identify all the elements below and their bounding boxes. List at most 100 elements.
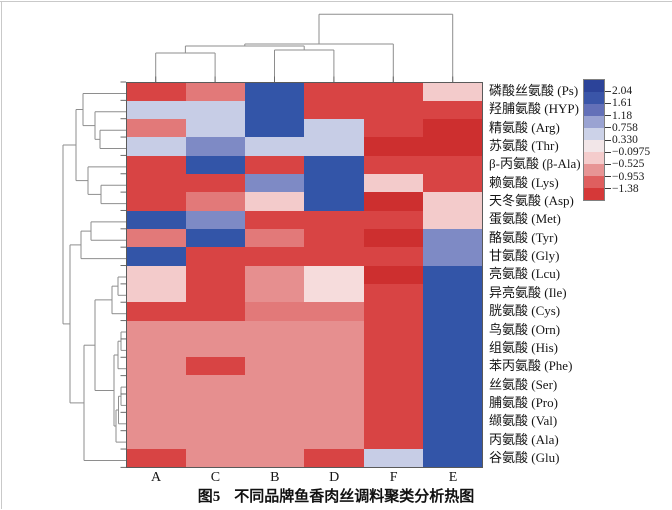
heatmap-cell [126,357,186,376]
row-label: 甘氨酸 (Gly) [489,248,560,264]
row-label: 酪氨酸 (Tyr) [489,229,558,245]
heatmap-cell [422,448,482,467]
heatmap-cell [245,137,305,156]
heatmap-cell [126,192,186,211]
heatmap-cell [185,320,245,339]
heatmap-cell [126,283,186,303]
row-label: 蛋氨酸 (Met) [489,211,561,227]
heatmap-cell [126,174,186,193]
row-label: 苏氨酸 (Thr) [489,138,559,154]
heatmap-cell [126,412,186,431]
heatmap-cell [185,228,245,248]
heatmap-cell [185,283,245,303]
heatmap-cell [304,82,364,101]
heatmap-cell [422,283,482,303]
page-border-top [0,1,672,2]
row-label: 组氨酸 (His) [489,339,558,355]
legend-tick-label: 1.18 [612,109,633,122]
column-label: F [389,470,398,485]
heatmap-cell [245,174,305,193]
heatmap-cell [363,430,423,449]
heatmap-cell [422,320,482,339]
heatmap-cell [185,155,245,175]
heatmap-cell [126,228,186,248]
heatmap-cell [422,338,482,358]
heatmap-cell [363,393,423,413]
page-border-left [1,1,2,509]
figure-caption: 图5 不同品牌鱼香肉丝调料聚类分析热图 [0,485,672,506]
heatmap-cell [422,430,482,449]
heatmap-cell [363,82,423,101]
legend-tick [605,176,611,178]
heatmap-cell [126,210,186,229]
heatmap-cell [304,320,364,339]
legend-tick [605,151,611,153]
heatmap-cell [126,265,186,284]
heatmap-cell [363,119,423,138]
heatmap-cell [363,100,423,120]
row-label: 胱氨酸 (Cys) [489,303,561,319]
legend-tick [605,139,611,141]
heatmap-cell [422,412,482,431]
legend-tick-label: −1.38 [612,182,639,195]
heatmap-cell [126,155,186,175]
heatmap-cell [245,412,305,431]
heatmap-cell [363,210,423,229]
heatmap-cell [304,375,364,394]
caption-text: 不同品牌鱼香肉丝调料聚类分析热图 [234,489,475,505]
row-label: 鸟氨酸 (Orn) [489,321,561,337]
heatmap-cell [304,137,364,156]
legend-color-band [584,104,604,116]
heatmap-cell [245,155,305,175]
heatmap-cell [363,412,423,431]
heatmap-cell [304,338,364,358]
heatmap-cell [245,119,305,138]
heatmap-cell [126,100,186,120]
column-label: E [448,470,458,485]
heatmap-cell [185,119,245,138]
heatmap-cell [363,265,423,284]
heatmap-cell [126,393,186,413]
row-label: 亮氨酸 (Lcu) [489,266,561,282]
heatmap-cell [245,210,305,229]
legend-color-band [584,164,604,176]
heatmap-cell [126,137,186,156]
heatmap-cell [363,174,423,193]
legend-colorbar [583,79,605,201]
heatmap-cell [245,283,305,303]
column-label: C [210,470,221,485]
heatmap-cell [304,265,364,284]
heatmap-cell [304,412,364,431]
heatmap-cell [363,375,423,394]
heatmap-cell [126,119,186,138]
legend-tick-label: 2.04 [612,85,633,98]
heatmap-cell [185,393,245,413]
heatmap-cell [126,430,186,449]
legend-color-band [584,92,604,104]
legend-color-band [584,176,604,188]
row-label: 天冬氨酸 (Asp) [489,193,574,209]
legend-tick-label: −0.953 [612,170,645,183]
heatmap-cell [363,338,423,358]
legend-color-band [584,116,604,128]
heatmap-cell [245,320,305,339]
heatmap-cell [363,247,423,266]
heatmap-cell [422,174,482,193]
heatmap-cell [185,247,245,266]
heatmap-cell [185,192,245,211]
heatmap-cell [185,412,245,431]
heatmap-cell [304,448,364,467]
heatmap-cell [422,357,482,376]
heatmap-cell [185,302,245,321]
heatmap-cell [304,357,364,376]
legend-color-band [584,80,604,92]
heatmap-cell [245,430,305,449]
heatmap-cell [126,82,186,101]
legend-color-band [584,152,604,164]
heatmap-cell [185,82,245,101]
heatmap-cell [185,430,245,449]
heatmap-cell [422,155,482,175]
heatmap-cell [304,430,364,449]
heatmap-cell [363,192,423,211]
